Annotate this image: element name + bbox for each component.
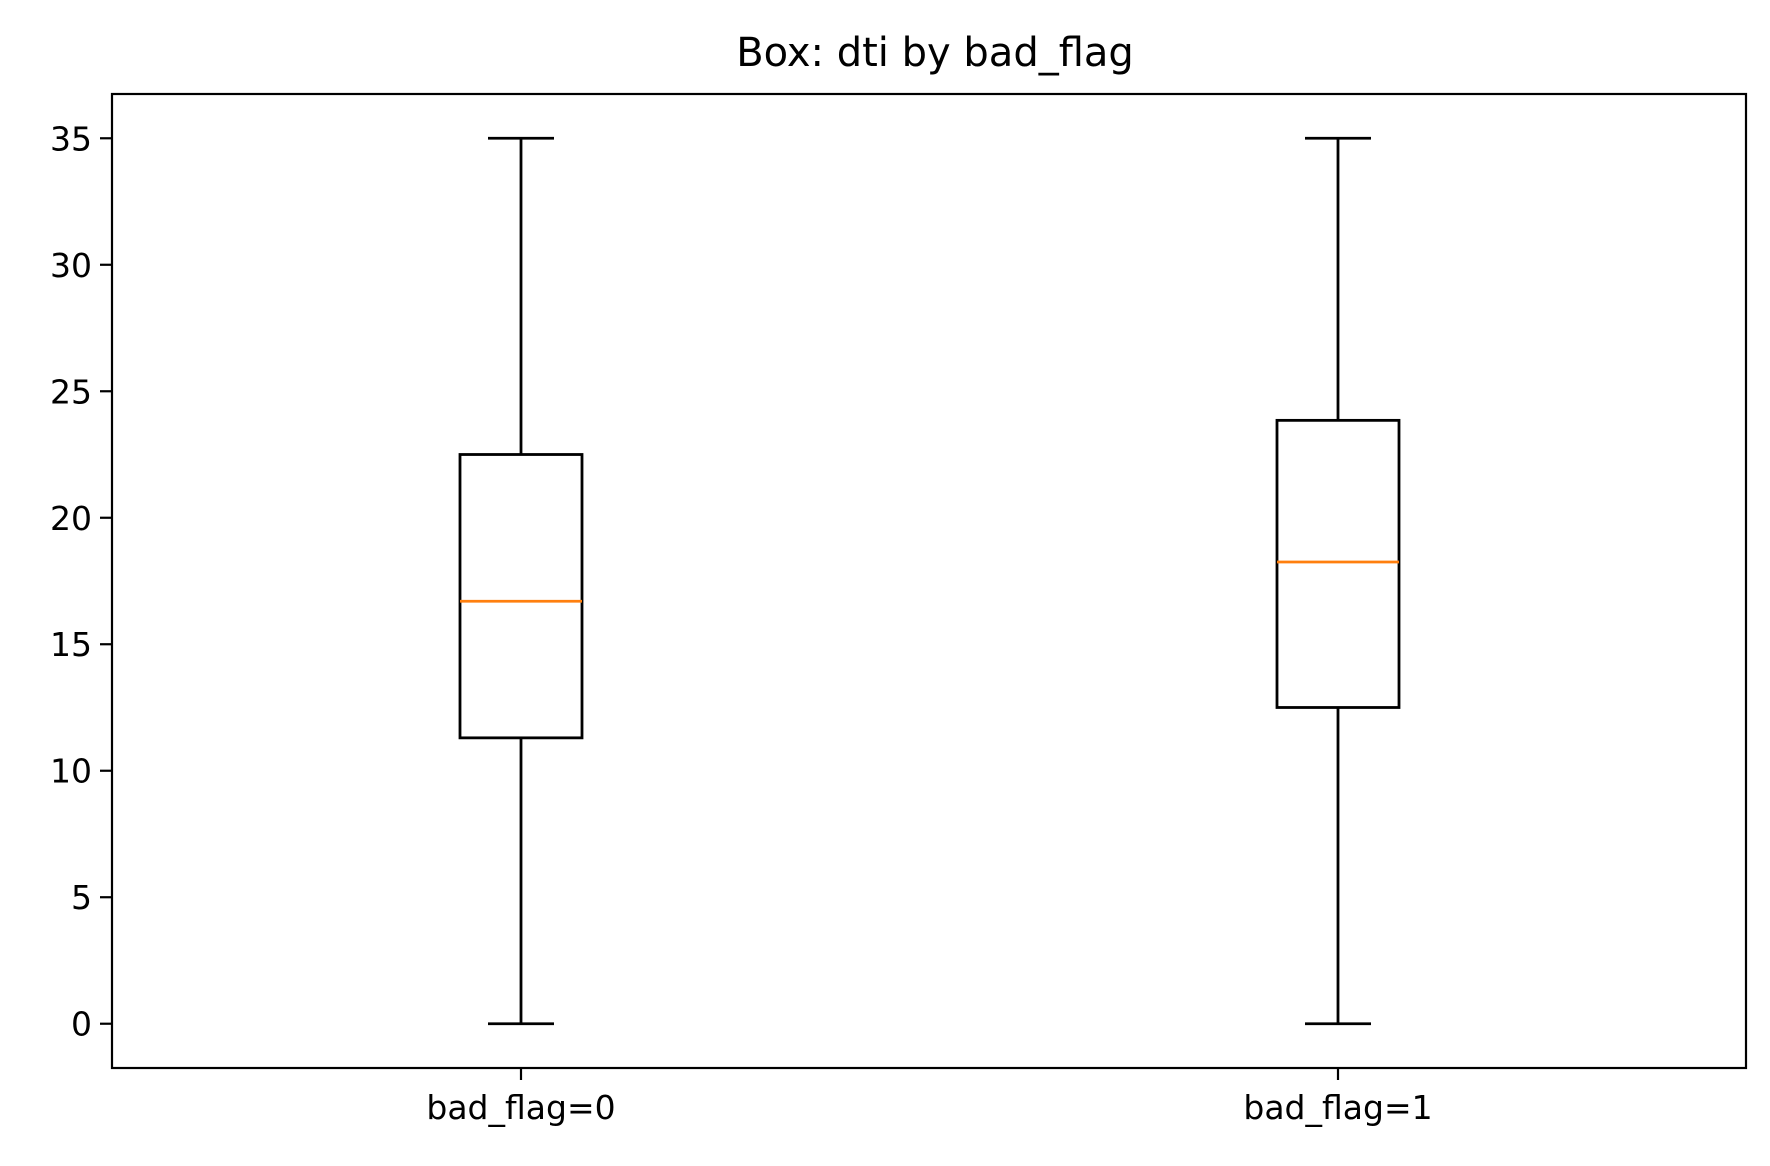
y-tick-label: 15 — [50, 625, 92, 664]
y-tick-label: 35 — [50, 119, 92, 158]
y-tick-label: 25 — [50, 372, 92, 411]
x-axis: bad_flag=0 bad_flag=1 — [426, 1068, 1433, 1127]
box-bad_flag=1 — [1275, 136, 1401, 1026]
y-tick-label: 5 — [71, 878, 92, 917]
chart-title: Box: dti by bad_flag — [736, 30, 1134, 76]
box-series — [458, 136, 1401, 1026]
y-tick-label: 20 — [50, 499, 92, 538]
y-tick-label: 30 — [50, 246, 92, 285]
y-axis: 0 5 10 15 20 25 30 35 — [50, 119, 112, 1044]
x-tick-label: bad_flag=0 — [426, 1088, 615, 1127]
y-tick-label: 0 — [71, 1005, 92, 1044]
y-tick-label: 10 — [50, 752, 92, 791]
x-tick-label: bad_flag=1 — [1243, 1088, 1432, 1127]
box-bad_flag=0 — [458, 136, 584, 1026]
iqr-box — [1275, 418, 1401, 709]
iqr-box — [458, 453, 584, 740]
plot-frame — [110, 92, 1748, 1070]
